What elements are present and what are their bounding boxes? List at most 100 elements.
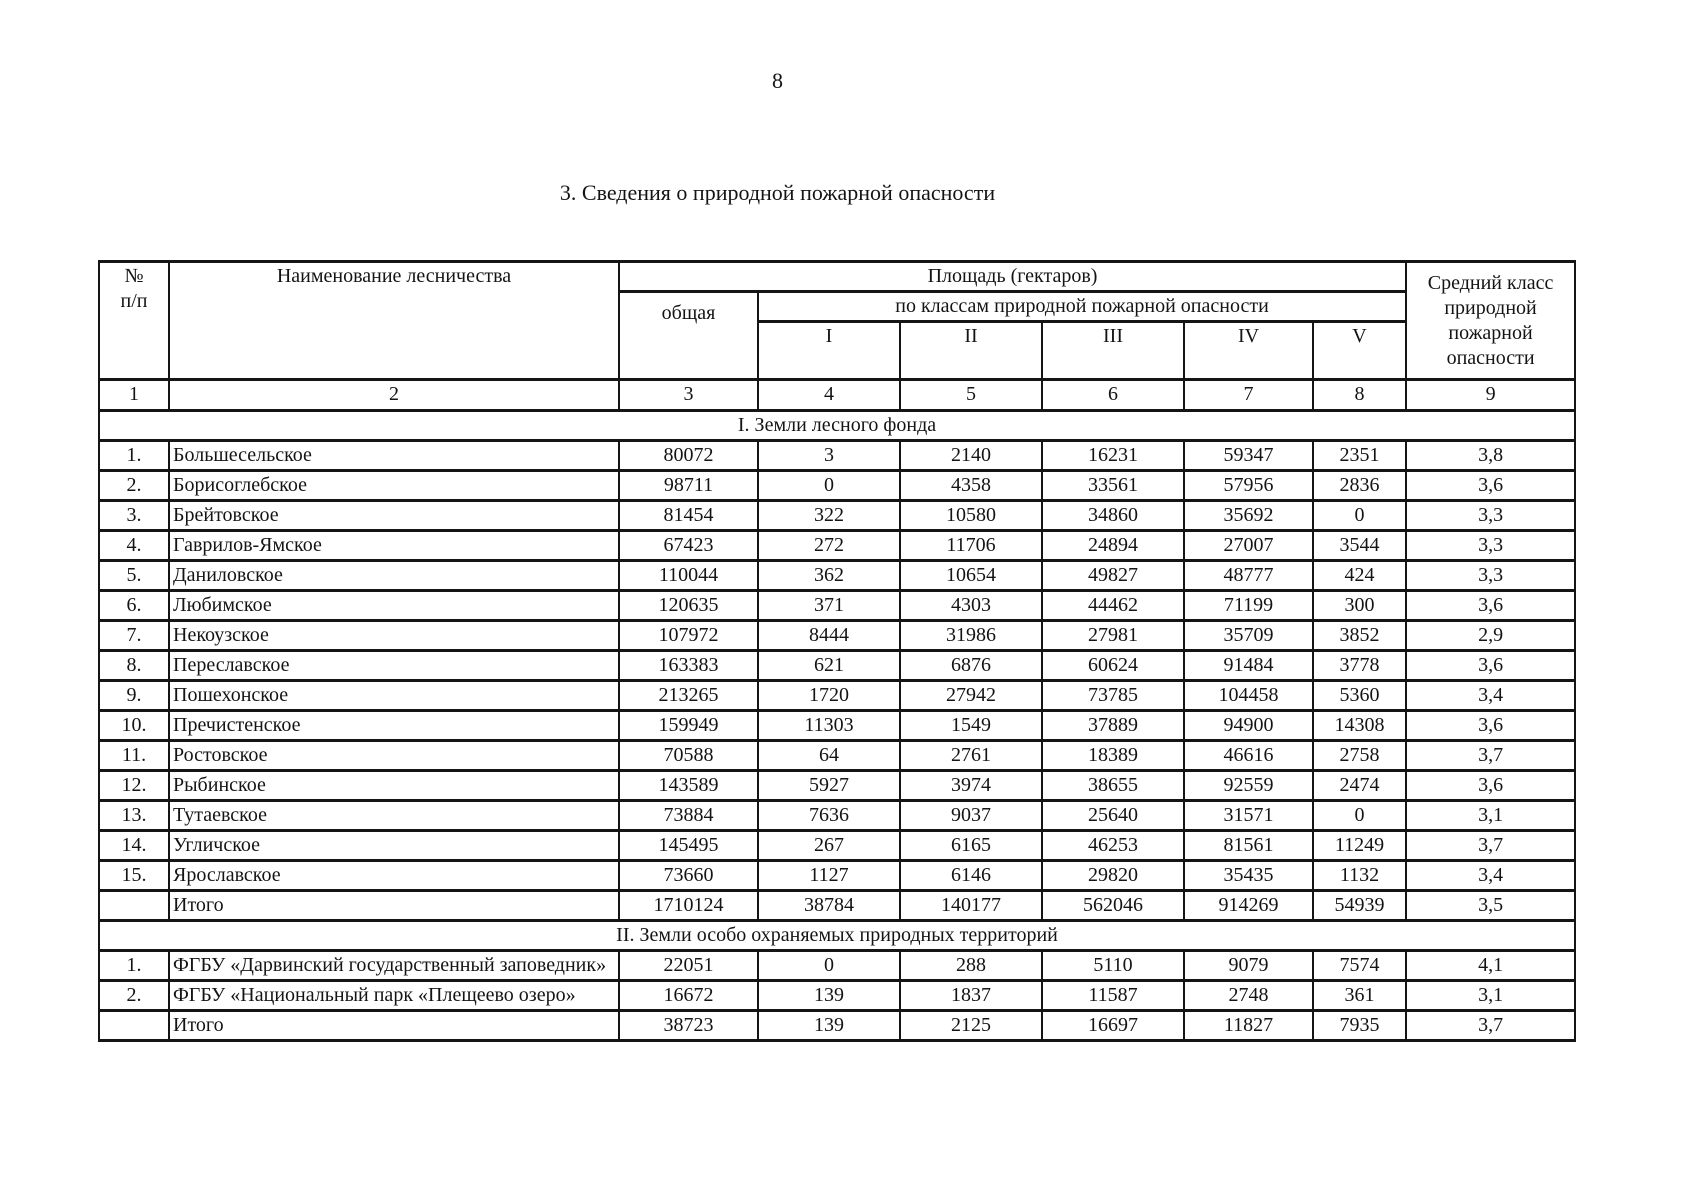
area-value-cell: 0 [757, 949, 901, 982]
row-number-cell: 2. [98, 979, 170, 1012]
row-number-cell: 13. [98, 799, 170, 832]
column-number-cell: 4 [757, 378, 901, 412]
area-value-cell: 6146 [899, 859, 1043, 892]
area-value-cell: 5110 [1041, 949, 1185, 982]
area-value-cell: 33561 [1041, 469, 1185, 502]
area-value-cell: 46616 [1183, 739, 1314, 772]
area-value-cell: 104458 [1183, 679, 1314, 712]
table-row: 2. Борисоглебское 98711 0 4358 33561 57956 2836… [98, 469, 1577, 502]
table-row: 1. Большесельское 80072 3 2140 16231 59347 2351… [98, 439, 1577, 472]
forestry-name-cell: Итого [168, 889, 620, 922]
area-value-cell: 7935 [1311, 1009, 1408, 1042]
forestry-name-cell: Даниловское [168, 559, 620, 592]
area-value-cell: 27942 [899, 679, 1043, 712]
row-number-cell: 15. [98, 859, 170, 892]
area-value-cell: 1710124 [618, 889, 759, 922]
area-value-cell: 9079 [1183, 949, 1314, 982]
area-value-cell: 37889 [1041, 709, 1185, 742]
area-value-cell: 31986 [899, 619, 1043, 652]
row-number-cell: 12. [98, 769, 170, 802]
forestry-name-cell: Борисоглебское [168, 469, 620, 502]
area-value-cell: 64 [757, 739, 901, 772]
area-value-cell: 1720 [757, 679, 901, 712]
table-row: 9. Пошехонское 213265 1720 27942 73785 104458 5… [98, 679, 1577, 712]
area-value-cell: 22051 [618, 949, 759, 982]
section-title-row: I. Земли лесного фонда [97, 409, 1577, 442]
row-number-cell: 7. [98, 619, 170, 652]
forestry-name-cell: Пречистенское [168, 709, 620, 742]
area-value-cell: 213265 [618, 679, 759, 712]
area-value-cell: 8444 [757, 619, 901, 652]
forestry-name-cell: Тутаевское [168, 799, 620, 832]
area-value-cell: 38784 [757, 889, 901, 922]
area-value-cell: 6876 [899, 649, 1043, 682]
area-value-cell: 159949 [618, 709, 759, 742]
area-value-cell: 3,7 [1405, 829, 1577, 862]
table-row: 5. Даниловское 110044 362 10654 49827 48777 424… [98, 559, 1577, 592]
forestry-name-cell: Брейтовское [168, 499, 620, 532]
forestry-name-cell: Пошехонское [168, 679, 620, 712]
forestry-name-cell: Переславское [168, 649, 620, 682]
area-value-cell: 81454 [618, 499, 759, 532]
area-value-cell: 2836 [1311, 469, 1408, 502]
row-number-cell: 1. [98, 949, 170, 982]
row-number-cell: 3. [98, 499, 170, 532]
table-row: 13. Тутаевское 73884 7636 9037 25640 31571 0 3,1 [98, 799, 1577, 832]
forestry-name-column-header: Наименование лесничества [168, 260, 620, 381]
area-value-cell: 1132 [1311, 859, 1408, 892]
area-value-cell: 120635 [618, 589, 759, 622]
area-value-cell: 2351 [1311, 439, 1408, 472]
class-column-header: IV [1183, 320, 1314, 381]
class-column-header: II [899, 320, 1043, 381]
area-value-cell: 3,1 [1405, 979, 1577, 1012]
area-value-cell: 6165 [899, 829, 1043, 862]
area-value-cell: 98711 [618, 469, 759, 502]
class-column-header: III [1041, 320, 1185, 381]
section-title: I. Земли лесного фонда [97, 409, 1577, 442]
area-value-cell: 424 [1311, 559, 1408, 592]
area-value-cell: 3,4 [1405, 679, 1577, 712]
area-value-cell: 35692 [1183, 499, 1314, 532]
area-value-cell: 0 [1311, 499, 1408, 532]
area-value-cell: 139 [757, 979, 901, 1012]
area-value-cell: 35435 [1183, 859, 1314, 892]
area-value-cell: 54939 [1311, 889, 1408, 922]
area-value-cell: 57956 [1183, 469, 1314, 502]
area-value-cell: 2140 [899, 439, 1043, 472]
area-value-cell: 73884 [618, 799, 759, 832]
area-value-cell: 3,7 [1405, 1009, 1577, 1042]
area-value-cell: 38723 [618, 1009, 759, 1042]
table-body: I. Земли лесного фонда 1. Большесельское 80… [97, 409, 1577, 1042]
forestry-name-cell: Некоузское [168, 619, 620, 652]
area-value-cell: 18389 [1041, 739, 1185, 772]
area-value-cell: 11303 [757, 709, 901, 742]
area-value-cell: 562046 [1041, 889, 1185, 922]
area-value-cell: 3,6 [1405, 649, 1577, 682]
area-value-cell: 16672 [618, 979, 759, 1012]
area-value-cell: 288 [899, 949, 1043, 982]
table-row: 4. Гаврилов-Ямское 67423 272 11706 24894 27007… [98, 529, 1577, 562]
table-row: 14. Угличское 145495 267 6165 46253 81561 11249… [98, 829, 1577, 862]
area-value-cell: 0 [757, 469, 901, 502]
area-value-cell: 5360 [1311, 679, 1408, 712]
forestry-name-cell: ФГБУ «Дарвинский государственный заповед… [168, 949, 620, 982]
area-value-cell: 3,6 [1405, 709, 1577, 742]
table-row: 10. Пречистенское 159949 11303 1549 37889 9490… [98, 709, 1577, 742]
area-value-cell: 9037 [899, 799, 1043, 832]
area-value-cell: 3778 [1311, 649, 1408, 682]
num-header-line2: п/п [120, 290, 148, 312]
area-value-cell: 73660 [618, 859, 759, 892]
area-value-cell: 139 [757, 1009, 901, 1042]
forestry-name-cell: Рыбинское [168, 769, 620, 802]
table-row: 8. Переславское 163383 621 6876 60624 91484 377… [98, 649, 1577, 682]
table-row: Итого 1710124 38784 140177 562046 914269 54939… [98, 889, 1577, 922]
row-number-cell [98, 1009, 170, 1042]
section-title-row: II. Земли особо охраняемых природных тер… [97, 919, 1577, 952]
area-value-cell: 11249 [1311, 829, 1408, 862]
area-value-cell: 25640 [1041, 799, 1185, 832]
column-number-cell: 7 [1183, 378, 1314, 412]
area-value-cell: 38655 [1041, 769, 1185, 802]
area-value-cell: 91484 [1183, 649, 1314, 682]
area-value-cell: 3 [757, 439, 901, 472]
area-value-cell: 10580 [899, 499, 1043, 532]
